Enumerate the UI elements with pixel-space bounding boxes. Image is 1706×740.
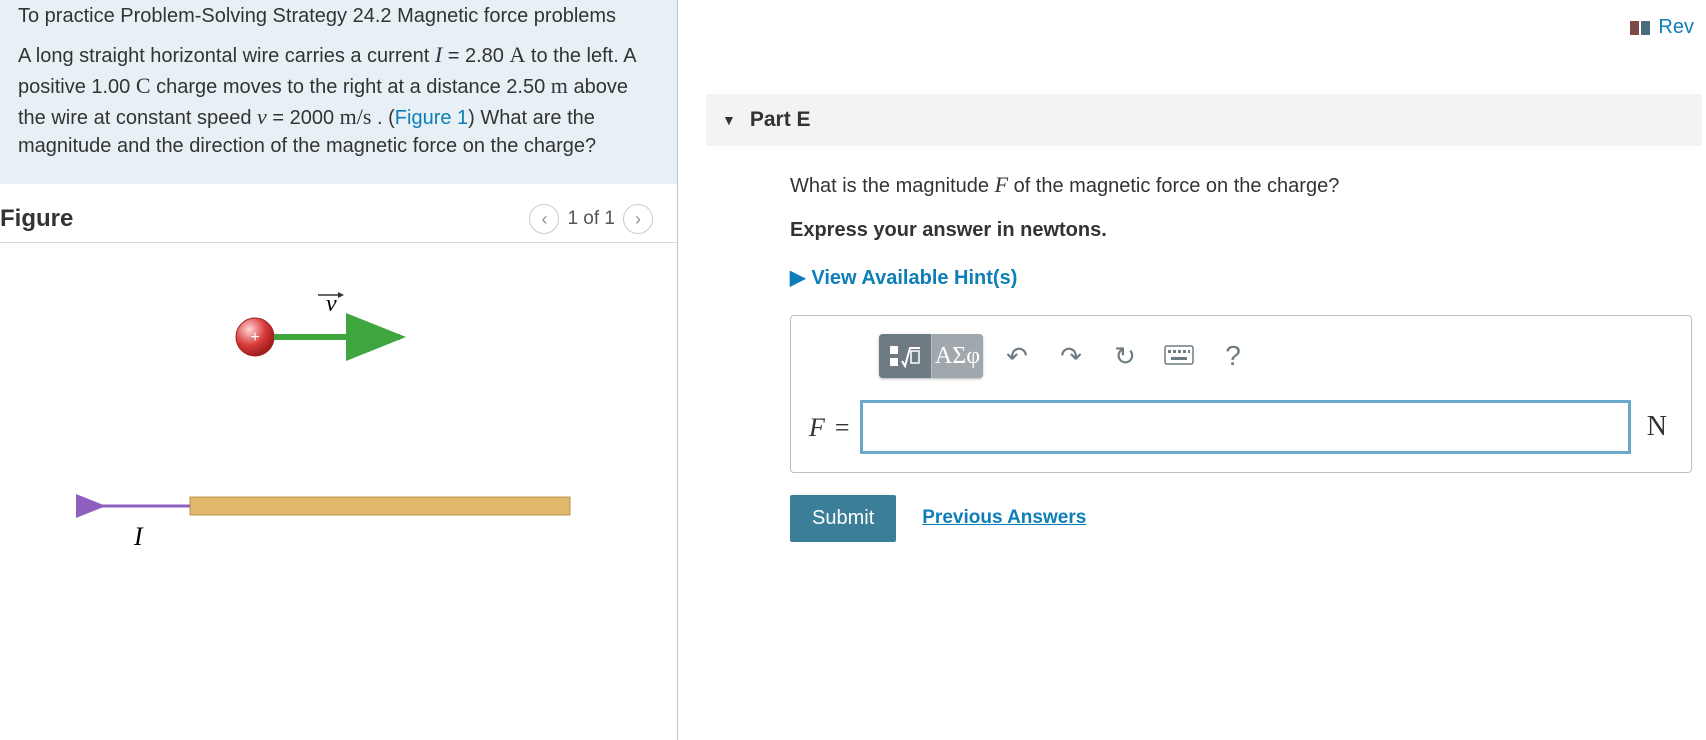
unit-A: A [509,42,525,67]
answer-unit: N [1641,406,1673,448]
caret-down-icon: ▼ [722,112,736,128]
part-body: What is the magnitude F of the magnetic … [706,146,1702,542]
reset-button[interactable]: ↻ [1105,337,1145,376]
fraction-sqrt-icon [888,343,922,369]
v-vector-tip [338,292,344,298]
caret-right-icon: ▶ [790,263,805,293]
help-button[interactable]: ? [1213,335,1253,377]
I-label: I [133,522,144,551]
hints-label: View Available Hint(s) [811,263,1017,293]
problem-text: A long straight horizontal wire carries … [18,40,659,160]
part-title: Part E [750,108,811,132]
figure-title: Figure [0,205,73,233]
part-header[interactable]: ▼ Part E [706,94,1702,146]
left-pane: To practice Problem-Solving Strategy 24.… [0,0,678,740]
review-link[interactable]: Rev [1630,16,1694,39]
figure-next-button[interactable]: › [623,204,653,234]
submit-button[interactable]: Submit [790,495,896,542]
figure-header: Figure ‹ 1 of 1 › [0,184,677,243]
wire [190,497,570,515]
figure-nav: ‹ 1 of 1 › [529,204,653,234]
text: = 2.80 [442,45,509,67]
hints-toggle[interactable]: ▶ View Available Hint(s) [790,263,1692,293]
undo-button[interactable]: ↶ [997,337,1037,376]
text: of the magnetic force on the charge? [1008,175,1339,197]
text: charge moves to the right at a distance … [151,76,551,98]
figure-svg: + v I [60,273,600,593]
answer-var-label: F [809,408,825,447]
answer-box: ΑΣφ ↶ ↷ ↻ ? F [790,315,1692,473]
text: = 2000 [267,107,340,129]
greek-button[interactable]: ΑΣφ [931,334,983,378]
tool-group: ΑΣφ [879,334,983,378]
unit-ms: m/s [340,104,372,129]
problem-intro: To practice Problem-Solving Strategy 24.… [0,0,677,184]
figure-link[interactable]: Figure 1 [395,107,468,129]
text: A long straight horizontal wire carries … [18,45,435,67]
main-container: To practice Problem-Solving Strategy 24.… [0,0,1706,740]
charge-sign: + [250,329,259,346]
figure-pager: 1 of 1 [567,208,615,230]
answer-input[interactable] [860,400,1631,454]
previous-answers-link[interactable]: Previous Answers [922,504,1086,533]
book-icon [1630,19,1652,37]
keyboard-icon [1164,345,1194,365]
templates-button[interactable] [879,334,931,378]
figure-prev-button[interactable]: ‹ [529,204,559,234]
submit-row: Submit Previous Answers [790,495,1692,542]
unit-C: C [136,73,151,98]
review-label: Rev [1658,16,1694,39]
text: What is the magnitude [790,175,995,197]
text: . ( [371,107,394,129]
instruction: Express your answer in newtons. [790,215,1692,245]
var-F: F [995,172,1008,197]
equation-toolbar: ΑΣφ ↶ ↷ ↻ ? [809,334,1673,378]
keyboard-button[interactable] [1159,337,1199,376]
intro-title: To practice Problem-Solving Strategy 24.… [18,2,659,30]
greek-label: ΑΣφ [935,338,980,374]
figure-body: + v I [0,243,677,623]
redo-button[interactable]: ↷ [1051,337,1091,376]
question-text: What is the magnitude F of the magnetic … [790,168,1692,201]
unit-m: m [551,73,568,98]
answer-eq: = [835,408,850,447]
right-pane: Rev ▼ Part E What is the magnitude F of … [678,0,1706,740]
answer-row: F = N [809,400,1673,454]
var-v: v [257,104,267,129]
